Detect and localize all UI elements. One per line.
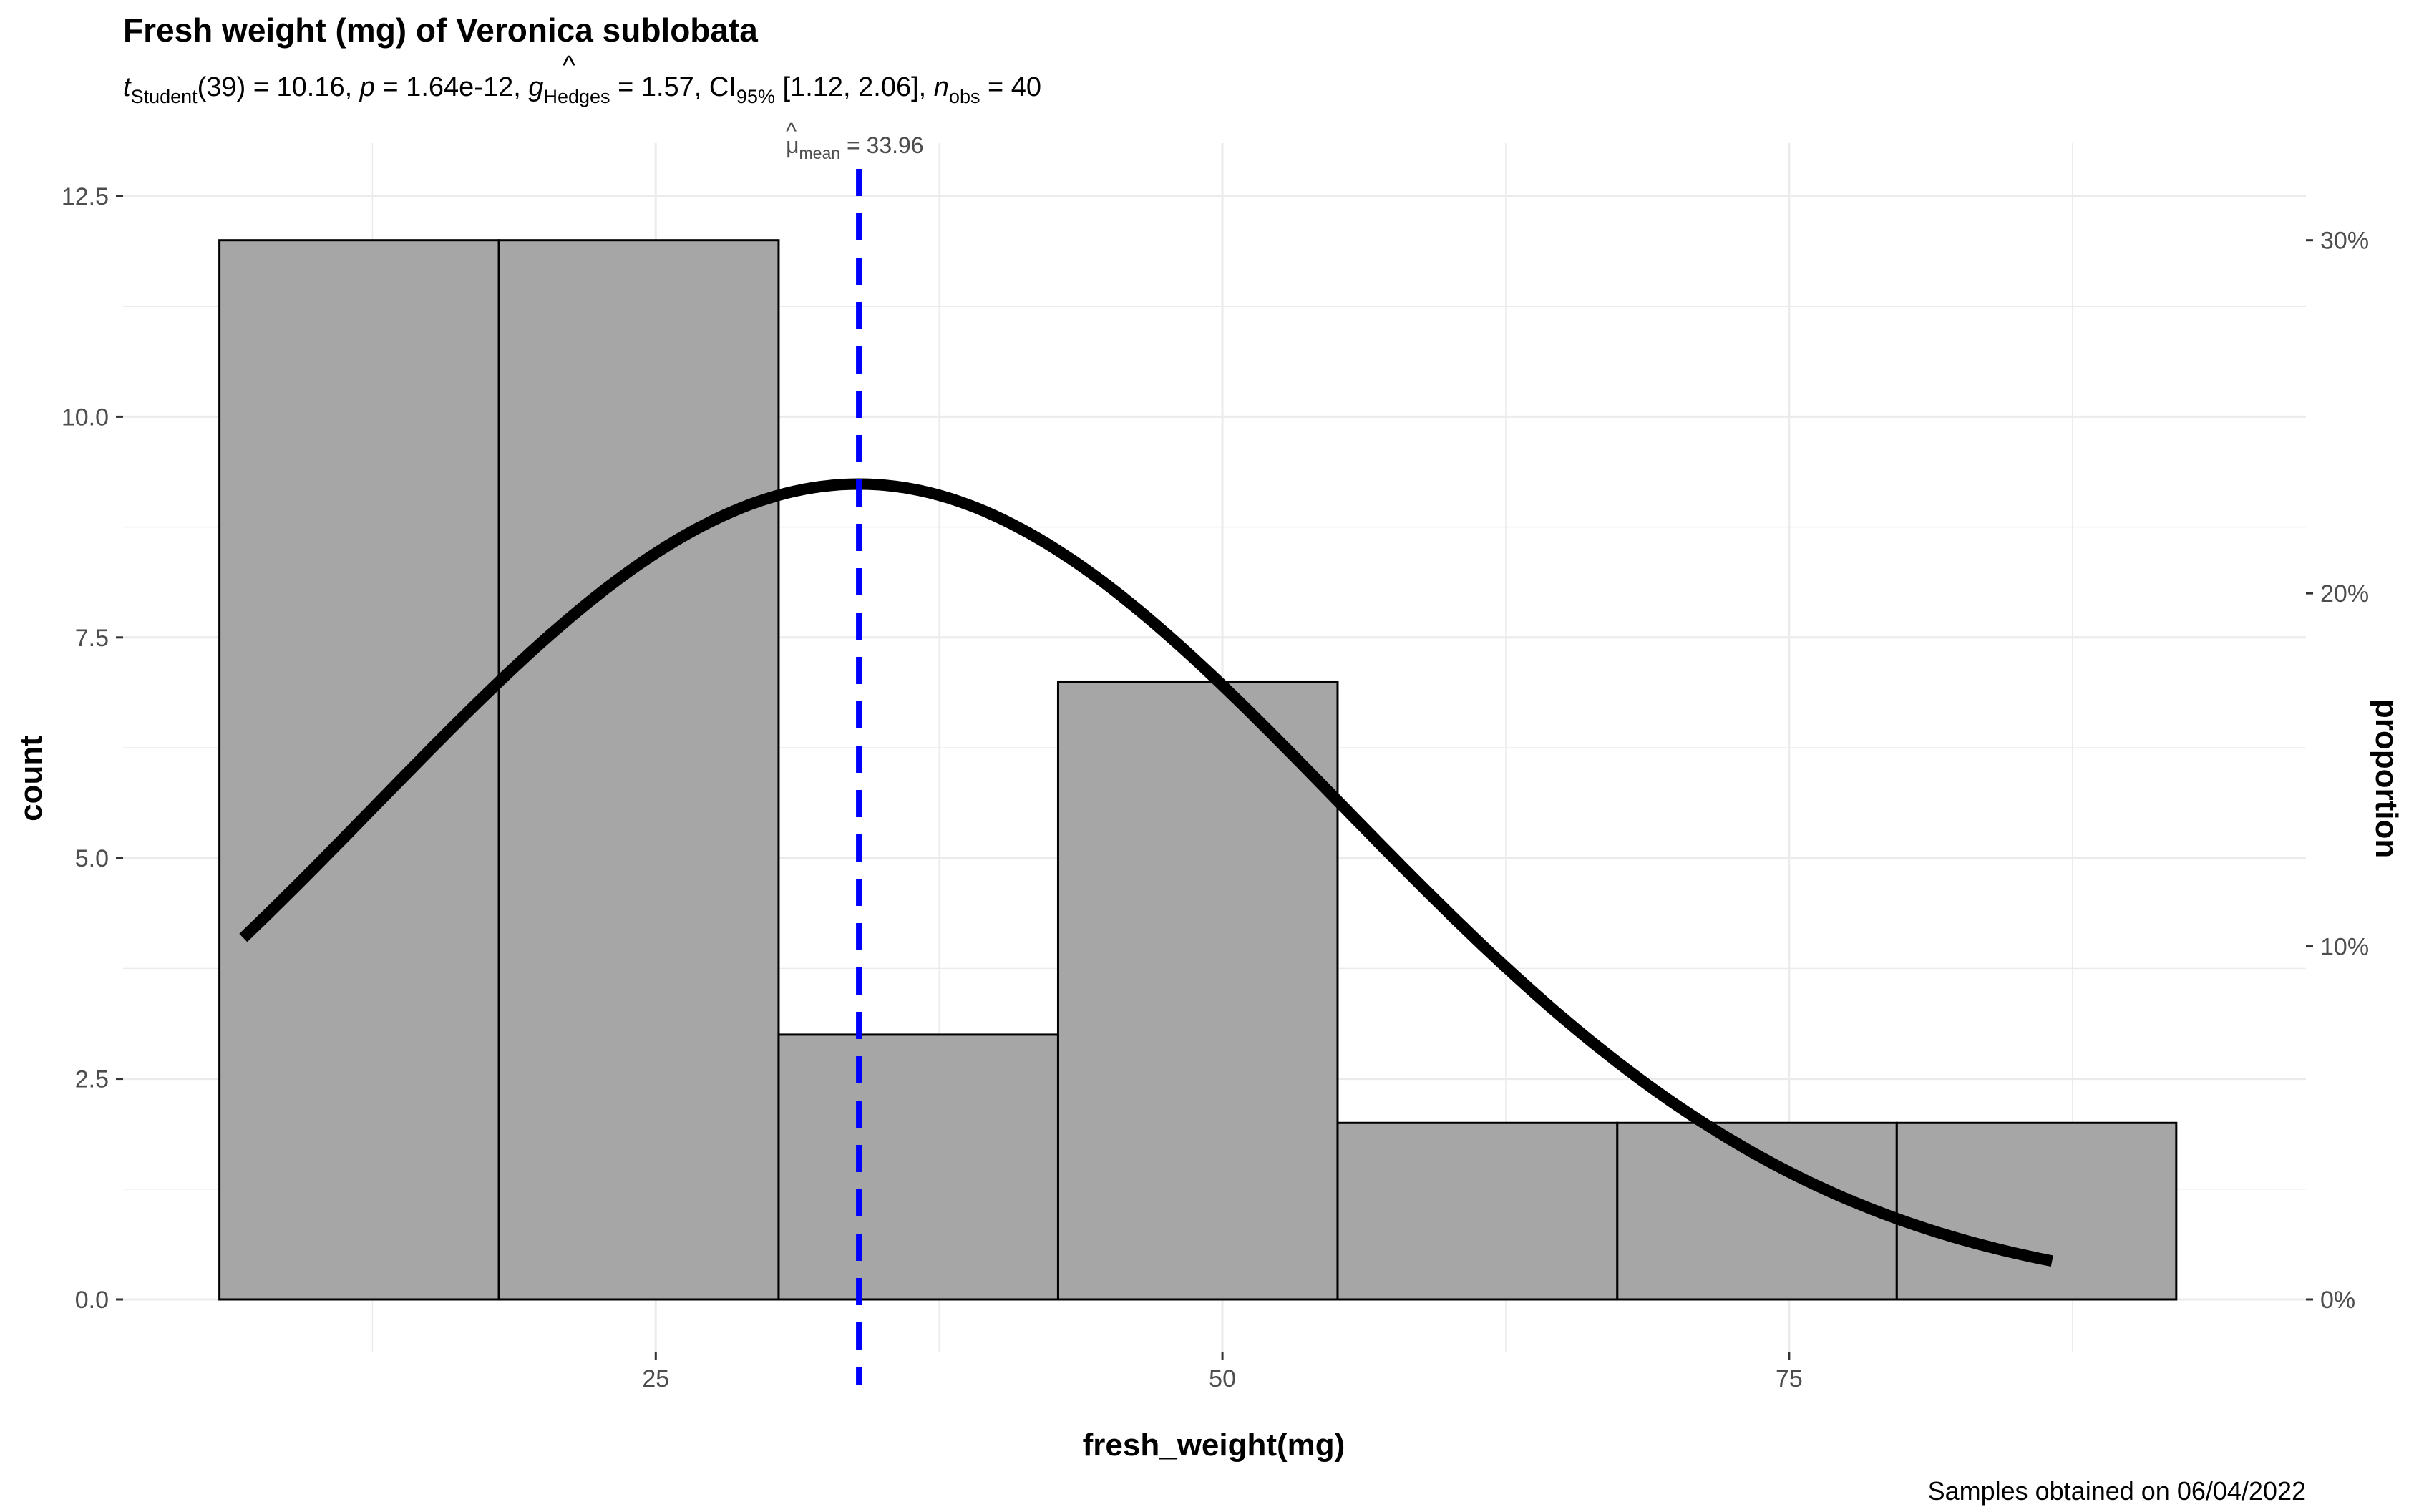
subtitle-g: g (528, 72, 543, 102)
mean-annotation-mu: μ (786, 132, 799, 158)
subtitle-g-sub: Hedges (543, 86, 610, 107)
y2-tick-label: 0% (2320, 1287, 2355, 1314)
y-tick-label: 2.5 (75, 1066, 109, 1093)
histogram-bar (1897, 1123, 2176, 1299)
subtitle-n: n (934, 72, 949, 102)
subtitle-n-sub: obs (949, 86, 980, 107)
subtitle-ci-sub: 95% (736, 86, 775, 107)
subtitle-p-text: = 1.64e-12, (375, 72, 528, 102)
subtitle-ci-text: [1.12, 2.06], (775, 72, 934, 102)
histogram-bar (1338, 1123, 1617, 1299)
y-tick-label: 12.5 (62, 183, 109, 210)
y-tick-label: 5.0 (75, 845, 109, 872)
chart-caption: Samples obtained on 06/04/2022 (1928, 1476, 2306, 1506)
y2-tick-label: 20% (2320, 580, 2369, 608)
x-axis-title: fresh_weight(mg) (1083, 1428, 1345, 1463)
subtitle-t-df: (39) = 10.16, (198, 72, 360, 102)
chart-title: Fresh weight (mg) of Veronica sublobata (123, 11, 758, 49)
x-tick-label: 25 (642, 1365, 669, 1392)
chart-subtitle: tStudent(39) = 10.16, p = 1.64e-12, gHed… (123, 72, 1041, 107)
subtitle-g-text: = 1.57, CI (610, 72, 736, 102)
histogram-bars (220, 240, 2176, 1299)
histogram-bar (779, 1035, 1058, 1299)
x-axis: 25 50 75 (642, 1352, 1802, 1392)
histogram-bar (220, 240, 500, 1299)
y-tick-label: 0.0 (75, 1287, 109, 1314)
histogram-bar (499, 240, 779, 1299)
histogram-bar (1058, 681, 1338, 1299)
y2-tick-label: 30% (2320, 228, 2369, 255)
mean-annotation-value: = 33.96 (840, 132, 924, 158)
y-tick-label: 7.5 (75, 625, 109, 652)
subtitle-t-sub: Student (131, 86, 198, 107)
x-tick-label: 50 (1209, 1365, 1236, 1392)
x-tick-label: 75 (1776, 1365, 1803, 1392)
y2-tick-label: 10% (2320, 934, 2369, 961)
mean-annotation-sub: mean (799, 144, 841, 162)
y-axis: 0.0 2.5 5.0 7.5 10.0 12.5 (62, 183, 123, 1314)
mean-annotation: μmean = 33.96 (786, 132, 924, 162)
subtitle-p: p (359, 72, 375, 102)
subtitle-n-text: = 40 (980, 72, 1041, 102)
y-axis-title: count (14, 736, 49, 821)
y2-axis: 0% 10% 20% 30% (2306, 228, 2369, 1314)
subtitle-g-hat: ^ (563, 51, 575, 81)
y2-axis-title: proportion (2369, 699, 2404, 858)
y-tick-label: 10.0 (62, 404, 109, 431)
